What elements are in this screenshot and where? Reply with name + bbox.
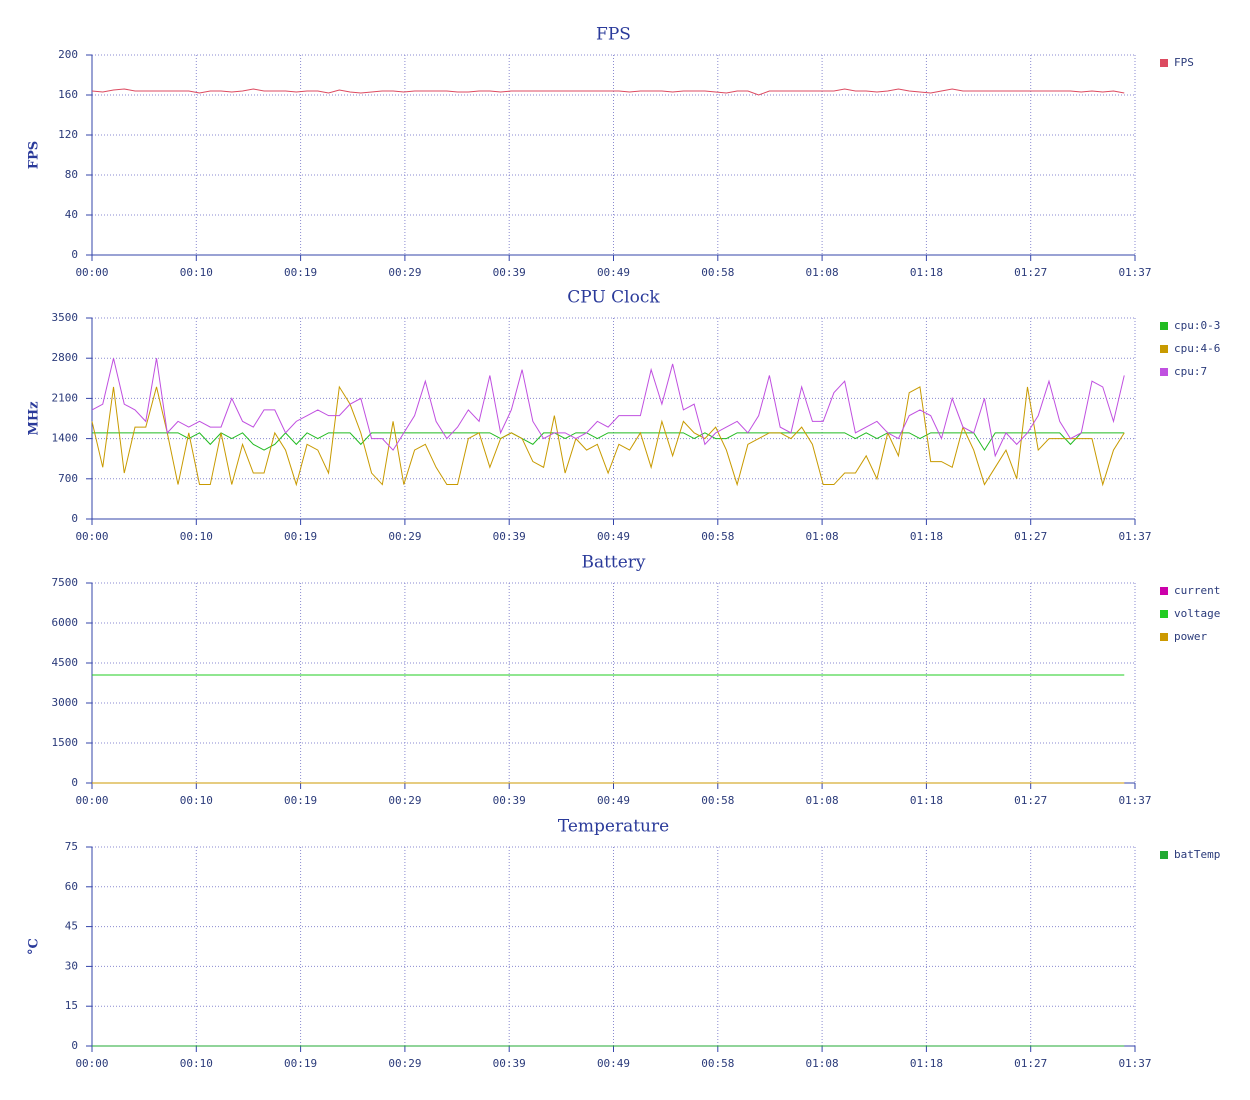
y-tick-label: 160 xyxy=(58,88,78,101)
y-tick-label: 1500 xyxy=(52,736,79,749)
y-tick-label: 3000 xyxy=(52,696,79,709)
x-tick-label: 01:18 xyxy=(910,794,943,807)
y-tick-label: 200 xyxy=(58,48,78,61)
legend-swatch xyxy=(1160,345,1168,353)
chart-title: Battery xyxy=(581,553,645,573)
x-tick-label: 01:18 xyxy=(910,266,943,279)
y-tick-label: 4500 xyxy=(52,656,79,669)
legend-label: batTemp xyxy=(1174,848,1220,861)
x-tick-label: 01:08 xyxy=(806,1057,839,1070)
x-tick-label: 00:10 xyxy=(180,530,213,543)
legend-swatch xyxy=(1160,587,1168,595)
x-tick-label: 00:29 xyxy=(388,530,421,543)
x-tick-label: 00:58 xyxy=(701,794,734,807)
y-tick-label: 60 xyxy=(65,880,78,893)
x-tick-label: 00:19 xyxy=(284,530,317,543)
legend-swatch xyxy=(1160,368,1168,376)
x-tick-label: 00:49 xyxy=(597,794,630,807)
x-tick-label: 01:37 xyxy=(1118,1057,1151,1070)
x-tick-label: 00:39 xyxy=(493,794,526,807)
x-tick-label: 00:49 xyxy=(597,1057,630,1070)
y-axis-label: °C xyxy=(27,938,42,955)
x-tick-label: 00:29 xyxy=(388,266,421,279)
y-tick-label: 120 xyxy=(58,128,78,141)
x-tick-label: 00:29 xyxy=(388,1057,421,1070)
x-tick-label: 01:27 xyxy=(1014,1057,1047,1070)
legend-label: voltage xyxy=(1174,607,1220,620)
y-tick-label: 1400 xyxy=(52,432,79,445)
y-tick-label: 2800 xyxy=(52,351,79,364)
x-tick-label: 01:37 xyxy=(1118,530,1151,543)
y-axis-label: MHz xyxy=(27,401,42,435)
x-tick-label: 01:18 xyxy=(910,530,943,543)
x-tick-label: 00:10 xyxy=(180,1057,213,1070)
y-tick-label: 7500 xyxy=(52,576,79,589)
y-axis-label: FPS xyxy=(27,141,42,169)
x-tick-label: 00:00 xyxy=(75,530,108,543)
y-tick-label: 0 xyxy=(71,248,78,261)
x-tick-label: 01:18 xyxy=(910,1057,943,1070)
legend-swatch xyxy=(1160,633,1168,641)
legend-swatch xyxy=(1160,851,1168,859)
legend-label: power xyxy=(1174,630,1207,643)
x-tick-label: 01:27 xyxy=(1014,530,1047,543)
x-tick-label: 00:00 xyxy=(75,1057,108,1070)
x-tick-label: 00:19 xyxy=(284,1057,317,1070)
y-tick-label: 3500 xyxy=(52,311,79,324)
x-tick-label: 00:19 xyxy=(284,794,317,807)
legend-swatch xyxy=(1160,322,1168,330)
x-tick-label: 00:58 xyxy=(701,530,734,543)
x-tick-label: 00:00 xyxy=(75,266,108,279)
chart-title: Temperature xyxy=(558,817,669,837)
x-tick-label: 00:49 xyxy=(597,266,630,279)
chart-title: CPU Clock xyxy=(567,288,660,308)
y-tick-label: 0 xyxy=(71,776,78,789)
x-tick-label: 00:58 xyxy=(701,1057,734,1070)
x-tick-label: 01:37 xyxy=(1118,266,1151,279)
y-tick-label: 0 xyxy=(71,1039,78,1052)
legend-label: cpu:0-3 xyxy=(1174,319,1220,332)
x-tick-label: 01:27 xyxy=(1014,266,1047,279)
legend-swatch xyxy=(1160,59,1168,67)
x-tick-label: 00:29 xyxy=(388,794,421,807)
y-tick-label: 30 xyxy=(65,959,78,972)
x-tick-label: 00:10 xyxy=(180,266,213,279)
x-tick-label: 01:08 xyxy=(806,794,839,807)
x-tick-label: 00:39 xyxy=(493,530,526,543)
y-tick-label: 0 xyxy=(71,512,78,525)
chart-title: FPS xyxy=(596,25,631,45)
legend-label: cpu:7 xyxy=(1174,365,1207,378)
y-tick-label: 2100 xyxy=(52,391,79,404)
series-line xyxy=(91,358,1125,458)
x-tick-label: 01:37 xyxy=(1118,794,1151,807)
x-tick-label: 00:49 xyxy=(597,530,630,543)
y-tick-label: 40 xyxy=(65,208,78,221)
x-tick-label: 00:39 xyxy=(493,1057,526,1070)
series-line xyxy=(91,385,1125,487)
series-line xyxy=(92,432,1125,452)
x-tick-label: 00:58 xyxy=(701,266,734,279)
legend-label: cpu:4-6 xyxy=(1174,342,1220,355)
x-tick-label: 01:08 xyxy=(806,266,839,279)
y-tick-label: 75 xyxy=(65,840,78,853)
x-tick-label: 00:39 xyxy=(493,266,526,279)
y-tick-label: 6000 xyxy=(52,616,79,629)
y-tick-label: 80 xyxy=(65,168,78,181)
y-tick-label: 45 xyxy=(65,920,78,933)
legend-label: current xyxy=(1174,584,1220,597)
x-tick-label: 01:27 xyxy=(1014,794,1047,807)
x-tick-label: 00:10 xyxy=(180,794,213,807)
x-tick-label: 00:00 xyxy=(75,794,108,807)
y-tick-label: 15 xyxy=(65,999,78,1012)
series-line xyxy=(91,88,1125,96)
legend-swatch xyxy=(1160,610,1168,618)
x-tick-label: 01:08 xyxy=(806,530,839,543)
y-tick-label: 700 xyxy=(58,472,78,485)
legend-label: FPS xyxy=(1174,56,1194,69)
x-tick-label: 00:19 xyxy=(284,266,317,279)
